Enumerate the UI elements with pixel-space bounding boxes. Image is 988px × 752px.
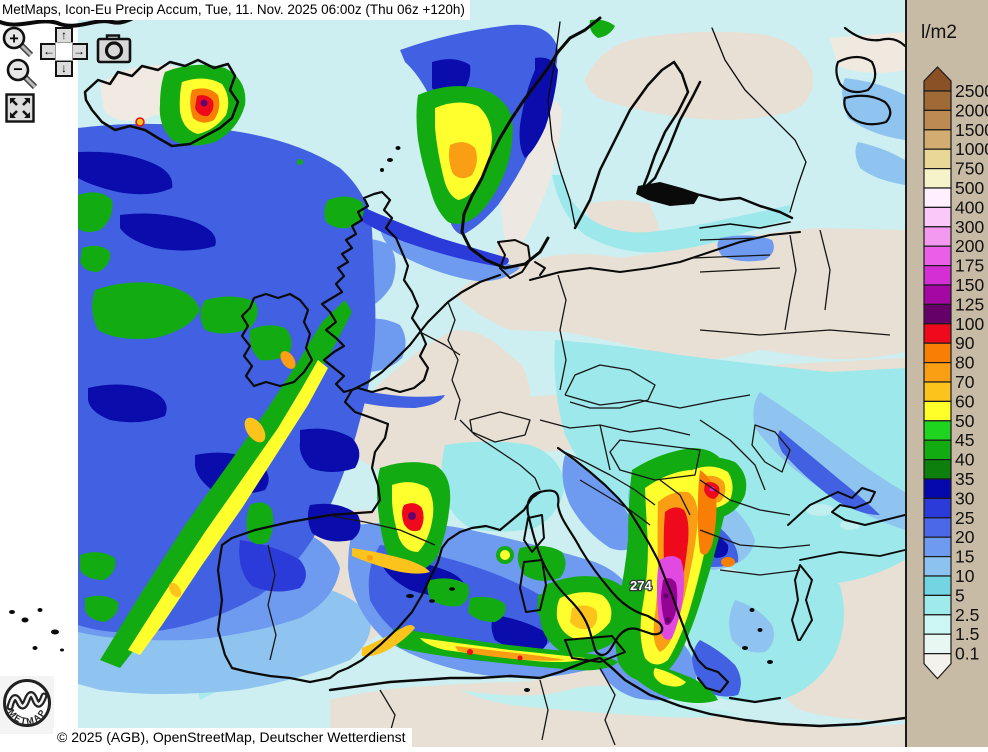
legend-label: 90 [955, 333, 975, 353]
legend-block [923, 459, 952, 480]
max-value-annotation: 274 [630, 578, 652, 593]
pan-center [55, 42, 73, 61]
legend-block [923, 265, 952, 286]
legend-block [923, 517, 952, 538]
metmaps-logo-icon: METMAPS [0, 668, 51, 727]
zoom-in-button[interactable]: + [2, 26, 34, 60]
legend-block [923, 536, 952, 558]
legend-colorbar: 2500200015001000750500400300200175150125… [907, 0, 988, 747]
legend-label: 35 [955, 469, 974, 489]
legend-label: 750 [955, 159, 984, 179]
legend-label: 200 [955, 236, 984, 256]
legend-block [923, 284, 952, 305]
legend-block [923, 594, 952, 616]
legend-label: 300 [955, 217, 984, 237]
fullscreen-icon [5, 93, 35, 123]
legend-bottom-arrow [923, 653, 952, 680]
legend-label: 40 [955, 450, 975, 470]
weather-map[interactable]: 274 [0, 0, 905, 747]
legend-label: 150 [955, 275, 984, 295]
legend-block [923, 206, 952, 228]
legend-label: 2000 [955, 100, 988, 120]
legend-block [923, 109, 952, 131]
pan-pad: ↑ ← → ↓ [40, 27, 89, 78]
legend-block [923, 245, 952, 267]
camera-icon [96, 34, 132, 64]
legend-label: 100 [955, 314, 984, 334]
legend-block [923, 633, 952, 655]
legend-label: 1000 [955, 139, 988, 159]
legend-label: 175 [955, 256, 984, 276]
legend-unit-label: l/m2 [921, 22, 957, 43]
legend-label: 2500 [955, 81, 988, 101]
zoom-in-icon: + [2, 26, 34, 58]
legend-block [923, 614, 952, 635]
fullscreen-button[interactable] [5, 93, 35, 123]
legend-label: 20 [955, 527, 975, 547]
legend-label: 70 [955, 372, 975, 392]
legend-block [923, 148, 952, 170]
legend-label: 0.1 [955, 644, 979, 664]
map-canvas[interactable]: 274 [0, 0, 905, 747]
legend-panel: l/m2 25002000150010007505004003002001751… [905, 0, 988, 747]
legend-label: 25 [955, 508, 974, 528]
legend-block [923, 90, 952, 111]
legend-label: 2.5 [955, 605, 979, 625]
legend-block [923, 129, 952, 150]
legend-block [923, 381, 952, 402]
legend-label: 30 [955, 488, 975, 508]
legend-block [923, 342, 952, 364]
legend-block [923, 497, 952, 519]
attribution-bar[interactable]: © 2025 (AGB), OpenStreetMap, Deutscher W… [53, 728, 412, 747]
legend-block [923, 575, 952, 596]
legend-label: 1.5 [955, 624, 979, 644]
legend-label: 50 [955, 411, 975, 431]
legend-label: 10 [955, 566, 975, 586]
pan-down-button[interactable]: ↓ [55, 60, 73, 77]
pan-left-button[interactable]: ← [40, 43, 58, 60]
legend-block [923, 555, 952, 577]
legend-block [923, 226, 952, 247]
legend-block [923, 420, 952, 441]
legend-label: 45 [955, 430, 974, 450]
legend-block [923, 400, 952, 422]
legend-block [923, 439, 952, 461]
zoom-out-icon: − [6, 58, 38, 90]
legend-block [923, 168, 952, 189]
legend-block [923, 303, 952, 325]
legend-block [923, 187, 952, 208]
country-borders [267, 229, 891, 746]
legend-block [923, 323, 952, 344]
legend-label: 125 [955, 294, 984, 314]
legend-label: 5 [955, 585, 965, 605]
legend-label: 400 [955, 197, 984, 217]
legend-top-arrow [923, 66, 952, 92]
island-specks [9, 146, 773, 692]
legend-block [923, 362, 952, 383]
minus-glyph: − [13, 62, 22, 79]
legend-label: 60 [955, 391, 975, 411]
map-title: MetMaps, Icon-Eu Precip Accum, Tue, 11. … [0, 0, 470, 20]
screenshot-button[interactable] [96, 34, 132, 64]
legend-label: 500 [955, 178, 984, 198]
metmaps-logo[interactable]: METMAPS [0, 668, 54, 734]
legend-label: 15 [955, 547, 974, 567]
legend-block [923, 478, 952, 499]
legend-label: 1500 [955, 120, 988, 140]
plus-glyph: + [9, 31, 18, 48]
zoom-out-button[interactable]: − [6, 58, 38, 92]
legend-label: 80 [955, 353, 975, 373]
